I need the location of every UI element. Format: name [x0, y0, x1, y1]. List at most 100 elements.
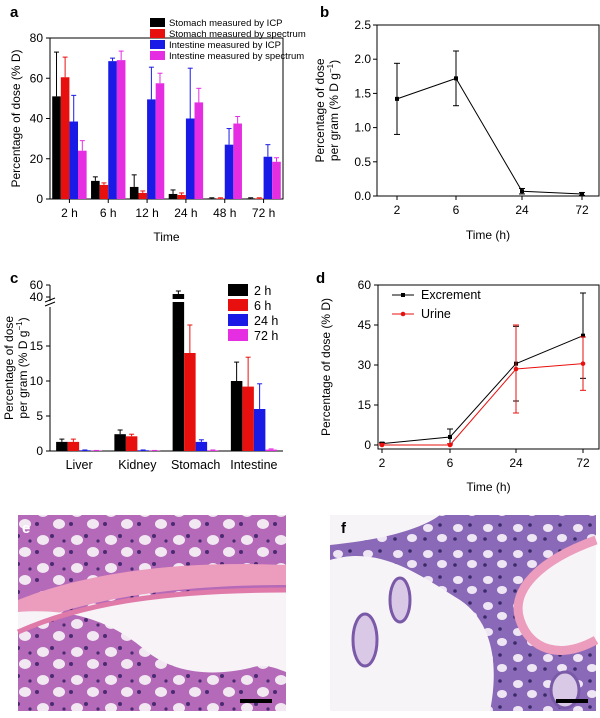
micrograph-f-villus-2: [390, 578, 410, 622]
y-tick-label-c: 5: [36, 409, 43, 423]
x-tick-label-d: 2: [379, 456, 386, 470]
y-tick-label-c: 40: [30, 290, 44, 304]
bar-a: [169, 194, 178, 199]
legend-label-a: Stomach measured by ICP: [169, 18, 283, 29]
series-line-d: [382, 364, 583, 445]
x-tick-label-d: 6: [447, 456, 454, 470]
micrograph-f: f: [330, 515, 596, 711]
scale-bar-f: [556, 699, 588, 703]
bar-a: [208, 198, 217, 199]
legend-marker-d: [401, 293, 405, 297]
y-tick-label-b: 0.0: [354, 189, 371, 203]
panel-label-e: e: [22, 520, 30, 537]
legend-label-d: Excrement: [421, 288, 481, 302]
x-tick-label-a: 2 h: [61, 206, 78, 220]
x-tick-label-a: 72 h: [252, 206, 275, 220]
legend-swatch-a: [150, 29, 165, 38]
legend-swatch-c: [228, 314, 248, 326]
bar-c: [173, 294, 185, 451]
bar-c: [56, 442, 68, 451]
y-tick-label-a: 80: [30, 31, 44, 45]
bar-a: [108, 61, 117, 199]
x-tick-label-c: Stomach: [171, 458, 220, 472]
data-point-b: [580, 192, 584, 196]
y-tick-label-a: 60: [30, 71, 44, 85]
legend-swatch-c: [228, 299, 248, 311]
legend-label-d: Urine: [421, 307, 451, 321]
bar-c: [254, 409, 266, 451]
legend-label-a: Stomach measured by spectrum: [169, 29, 306, 40]
y-tick-label-b: 1.5: [354, 86, 371, 100]
bar-a: [117, 60, 126, 199]
y-axis-label-c-line2-end: ): [16, 317, 30, 321]
x-tick-label-a: 24 h: [174, 206, 197, 220]
x-tick-label-b: 2: [394, 203, 401, 217]
y-axis-label-b-line1: Percentage of dose: [313, 58, 327, 162]
y-tick-label-c: 60: [30, 278, 44, 292]
axis-break-c: [45, 302, 55, 306]
series-line-d: [382, 336, 583, 444]
plot-frame-d: [378, 285, 599, 449]
micrograph-e: e: [18, 515, 286, 711]
y-tick-label-b: 0.5: [354, 155, 371, 169]
y-tick-label-c: 0: [36, 444, 43, 458]
legend-label-a: Intestine measured by spectrum: [169, 51, 304, 62]
x-tick-label-c: Kidney: [118, 458, 157, 472]
y-axis-label-c-line2: per gram (% D g: [16, 331, 30, 419]
x-tick-label-d: 24: [509, 456, 523, 470]
scale-bar-e: [240, 699, 272, 703]
legend-swatch-a: [150, 18, 165, 27]
bar-c: [184, 353, 196, 451]
bar-a: [52, 96, 61, 199]
bar-c: [242, 387, 254, 451]
legend-swatch-c: [228, 284, 248, 296]
x-axis-label-b: Time (h): [466, 228, 510, 242]
data-point-d: [448, 435, 452, 439]
bar-a: [61, 77, 70, 199]
bar-c: [114, 434, 126, 451]
legend-label-a: Intestine measured by ICP: [169, 40, 281, 51]
y-tick-label-d: 0: [364, 438, 371, 452]
y-tick-label-d: 60: [358, 278, 372, 292]
x-tick-label-a: 48 h: [213, 206, 236, 220]
series-line-b: [397, 78, 582, 194]
bar-a: [91, 181, 100, 199]
y-tick-label-d: 30: [358, 358, 372, 372]
y-tick-label-d: 45: [358, 318, 372, 332]
data-point-d: [448, 443, 453, 448]
panel-label-b: b: [320, 4, 329, 21]
bar-a: [195, 102, 204, 199]
bar-c: [196, 442, 208, 451]
micrograph-f-villus-1: [353, 614, 377, 666]
data-point-d: [380, 443, 385, 448]
plot-frame-b: [377, 25, 599, 196]
bar-a: [272, 162, 281, 199]
bar-c: [265, 450, 277, 451]
x-axis-label-d: Time (h): [466, 480, 510, 494]
bar-a: [138, 193, 147, 199]
panel-label-a: a: [10, 4, 19, 21]
y-axis-label-d: Percentage of dose (% D): [319, 298, 333, 436]
bar-a: [100, 185, 109, 199]
y-axis-label-c: Percentage of doseper gram (% D g−1): [2, 316, 30, 420]
x-tick-label-a: 6 h: [100, 206, 117, 220]
legend-label-c: 72 h: [254, 329, 278, 343]
bar-a: [225, 145, 234, 199]
bar-a: [255, 198, 264, 199]
bar-a: [233, 124, 242, 199]
y-tick-label-a: 20: [30, 152, 44, 166]
data-point-b: [395, 97, 399, 101]
bar-a: [69, 122, 78, 199]
y-axis-label-c-line1: Percentage of dose: [2, 316, 16, 420]
bar-a: [216, 198, 225, 199]
y-axis-label-b-line2-end: ): [327, 60, 341, 64]
bar-a: [186, 119, 195, 200]
